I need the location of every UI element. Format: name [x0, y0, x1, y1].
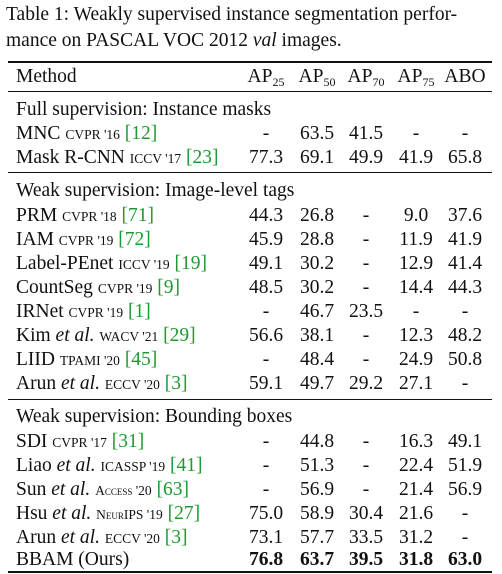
table-row-liid: LIID TPAMI '20 [45] - 48.4 - 24.9 50.8: [8, 348, 492, 372]
table-row-hsu: Hsu et al. NeurIPS '19 [27] 75.0 58.9 30…: [8, 502, 492, 526]
caption-label: Table 1:: [6, 4, 70, 25]
method-cell: Mask R-CNN ICCV '17 [23]: [16, 147, 219, 168]
citation-link[interactable]: [27]: [167, 503, 201, 524]
header-ap25: AP25: [247, 66, 285, 89]
citation-link[interactable]: [41]: [169, 455, 203, 476]
table-row-sdi: SDI CVPR '17 [31] - 44.8 - 16.3 49.1: [8, 430, 492, 454]
section-rule-2: [8, 399, 492, 400]
method-cell: IRNet CVPR '19 [1]: [16, 301, 151, 322]
method-cell: PRM CVPR '18 [71]: [16, 205, 155, 226]
method-cell: BBAM (Ours): [16, 549, 130, 570]
citation-link[interactable]: [31]: [111, 431, 145, 452]
method-cell: CountSeg CVPR '19 [9]: [16, 277, 181, 298]
citation-link[interactable]: [19]: [174, 253, 208, 274]
section-title-boxes: Weak supervision: Bounding boxes: [16, 406, 293, 427]
citation-link[interactable]: [63]: [156, 479, 190, 500]
method-cell: Label-PEnet ICCV '19 [19]: [16, 253, 208, 274]
section-title-full: Full supervision: Instance masks: [16, 99, 272, 120]
header-abo: ABO: [444, 66, 486, 87]
table-row-arun-eccv20-boxes: Arun et al. ECCV '20 [3] 73.1 57.7 33.5 …: [8, 526, 492, 550]
method-cell: Hsu et al. NeurIPS '19 [27]: [16, 503, 201, 524]
citation-link[interactable]: [12]: [124, 123, 158, 144]
table-caption: Table 1: Weakly supervised instance segm…: [6, 2, 498, 54]
method-cell: SDI CVPR '17 [31]: [16, 431, 145, 452]
method-cell: Arun et al. ECCV '20 [3]: [16, 527, 188, 548]
table-row-labelpenet: Label-PEnet ICCV '19 [19] 49.1 30.2 - 12…: [8, 252, 492, 276]
citation-link[interactable]: [3]: [164, 373, 188, 394]
table-row-sun: Sun et al. Access '20 [63] - 56.9 - 21.4…: [8, 478, 492, 502]
table-row-mnc: MNC CVPR '16 [12] - 63.5 41.5 - -: [8, 122, 492, 146]
table-row-liao: Liao et al. ICASSP '19 [41] - 51.3 - 22.…: [8, 454, 492, 478]
citation-link[interactable]: [45]: [124, 349, 158, 370]
method-cell: Sun et al. Access '20 [63]: [16, 479, 190, 500]
method-cell: LIID TPAMI '20 [45]: [16, 349, 158, 370]
caption-text-d: images.: [276, 30, 342, 51]
table-row-kim: Kim et al. WACV '21 [29] 56.6 38.1 - 12.…: [8, 324, 492, 348]
bottom-rule: [8, 571, 492, 573]
header-rule: [8, 91, 492, 92]
caption-text-a: Weakly supervised instance segmentation …: [69, 4, 458, 25]
header-ap50: AP50: [298, 66, 336, 89]
citation-link[interactable]: [72]: [118, 229, 151, 250]
caption-text-val: val: [252, 30, 277, 51]
table-row-arun-eccv20-tags: Arun et al. ECCV '20 [3] 59.1 49.7 29.2 …: [8, 372, 492, 396]
header-ap75: AP75: [397, 66, 435, 89]
table-row-iam: IAM CVPR '19 [72] 45.9 28.8 - 11.9 41.9: [8, 228, 492, 252]
table-row-countseg: CountSeg CVPR '19 [9] 48.5 30.2 - 14.4 4…: [8, 276, 492, 300]
top-rule: [8, 61, 492, 63]
table-row-prm: PRM CVPR '18 [71] 44.3 26.8 - 9.0 37.6: [8, 204, 492, 228]
method-cell: Kim et al. WACV '21 [29]: [16, 325, 196, 346]
citation-link[interactable]: [71]: [121, 205, 155, 226]
citation-link[interactable]: [1]: [127, 301, 151, 322]
table-row-irnet: IRNet CVPR '19 [1] - 46.7 23.5 - -: [8, 300, 492, 324]
citation-link[interactable]: [23]: [185, 147, 219, 168]
citation-link[interactable]: [3]: [164, 527, 188, 548]
table-row-bbam: BBAM (Ours) 76.8 63.7 39.5 31.8 63.0: [16, 549, 483, 570]
method-cell: MNC CVPR '16 [12]: [16, 123, 158, 144]
table-row-maskrcnn: Mask R-CNN ICCV '17 [23] 77.3 69.1 49.9 …: [8, 146, 492, 170]
citation-link[interactable]: [29]: [163, 325, 196, 346]
section-title-tags: Weak supervision: Image-level tags: [16, 180, 295, 201]
citation-link[interactable]: [9]: [157, 277, 181, 298]
method-cell: Liao et al. ICASSP '19 [41]: [16, 455, 203, 476]
header-ap70: AP70: [347, 66, 385, 89]
caption-text-b: mance on PASCAL VOC 2012: [6, 30, 253, 51]
method-cell: Arun et al. ECCV '20 [3]: [16, 373, 188, 394]
header-row: Method AP25 AP50 AP70 AP75 ABO: [8, 65, 492, 89]
section-rule-1: [8, 172, 492, 173]
header-method: Method: [16, 66, 77, 87]
method-cell: IAM CVPR '19 [72]: [16, 229, 151, 250]
